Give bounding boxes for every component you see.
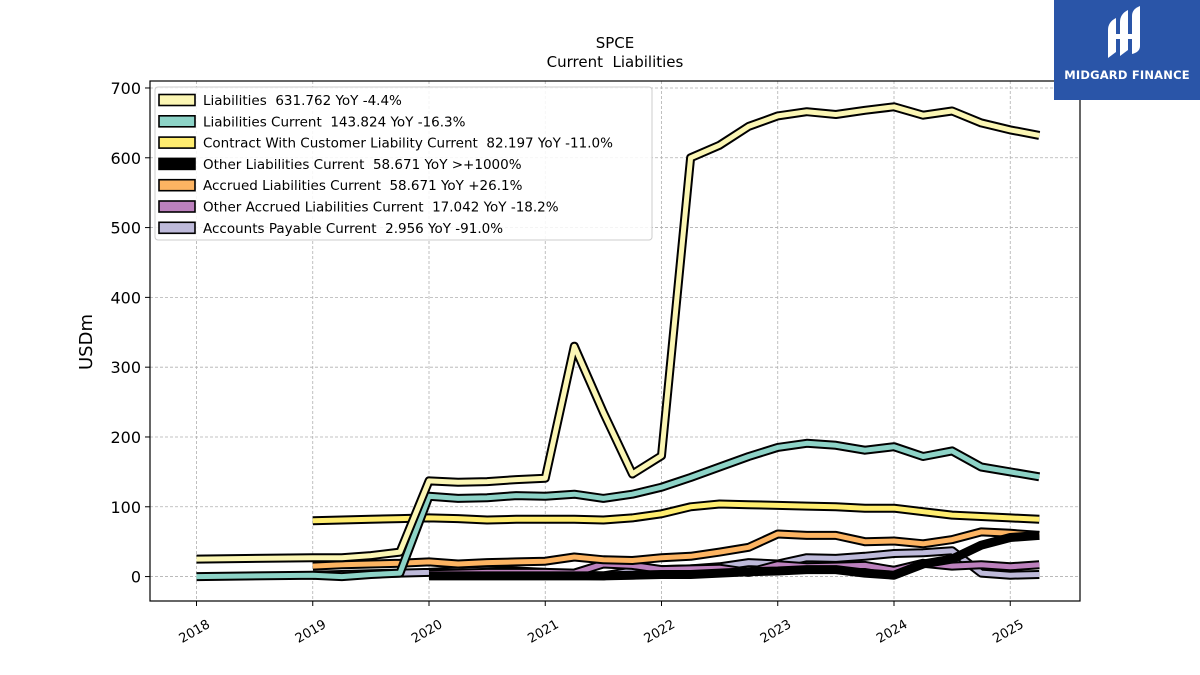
series-line xyxy=(196,438,1041,582)
x-tick-label: 2020 xyxy=(409,617,445,647)
y-axis-label: USDm xyxy=(76,314,97,370)
legend-label: Liabilities 631.762 YoY -4.4% xyxy=(203,93,402,109)
series-line xyxy=(312,499,1040,526)
series-fill-line xyxy=(196,440,1040,580)
legend-swatch xyxy=(158,200,196,213)
legend-swatch xyxy=(158,93,196,107)
brand-logo: MIDGARD FINANCE xyxy=(1054,0,1200,100)
series-fill-line xyxy=(196,104,1040,562)
y-tick-label: 600 xyxy=(110,149,141,168)
series-line xyxy=(312,527,1040,571)
legend-label: Accrued Liabilities Current 58.671 YoY +… xyxy=(203,178,523,194)
y-tick-label: 300 xyxy=(110,358,141,377)
legend-box xyxy=(154,86,653,241)
x-tick-label: 2022 xyxy=(642,617,678,647)
plot-area: 0 100 200 300 400 500 600 700 2018 2019 2020 2021 20… xyxy=(110,79,1081,647)
brand-name: MIDGARD FINANCE xyxy=(1064,68,1190,82)
legend-swatch xyxy=(158,115,196,128)
plot-frame xyxy=(149,80,1081,602)
legend-swatch xyxy=(158,157,196,171)
x-tick-label: 2024 xyxy=(874,617,910,647)
chart-subtitle: Current Liabilities xyxy=(547,53,684,71)
y-tick-label: 0 xyxy=(131,568,141,587)
legend-label: Other Accrued Liabilities Current 17.042… xyxy=(203,200,559,216)
legend-label: Liabilities Current 143.824 YoY -16.3% xyxy=(203,114,466,130)
x-tick-label: 2023 xyxy=(758,617,794,647)
x-tick-label: 2018 xyxy=(177,617,213,647)
legend-swatch xyxy=(158,221,196,235)
legend: Liabilities 631.762 YoY -4.4% Liabilities… xyxy=(154,86,653,241)
y-tick-label: 500 xyxy=(110,219,141,238)
x-tick-label: 2025 xyxy=(990,617,1026,647)
legend-swatch xyxy=(158,178,196,192)
legend-label: Accounts Payable Current 2.956 YoY -91.0… xyxy=(203,221,503,237)
midgard-logo-icon xyxy=(1108,6,1140,58)
legend-label: Contract With Customer Liability Current… xyxy=(203,136,613,152)
series-line xyxy=(196,102,1041,564)
x-tick-label: 2021 xyxy=(525,617,561,647)
series-fill-line xyxy=(429,532,1040,579)
x-tick-label: 2019 xyxy=(293,617,329,647)
y-tick-label: 200 xyxy=(110,428,141,447)
series-fill-line xyxy=(312,501,1040,524)
chart-title: SPCE xyxy=(596,34,635,52)
legend-swatch xyxy=(158,136,196,149)
legend-label: Other Liabilities Current 58.671 YoY >+1… xyxy=(203,157,522,173)
series-fill-line xyxy=(312,529,1040,569)
y-tick-label: 700 xyxy=(110,79,141,98)
y-tick-label: 100 xyxy=(110,498,141,517)
y-tick-label: 400 xyxy=(110,288,141,307)
series-line xyxy=(429,530,1040,581)
